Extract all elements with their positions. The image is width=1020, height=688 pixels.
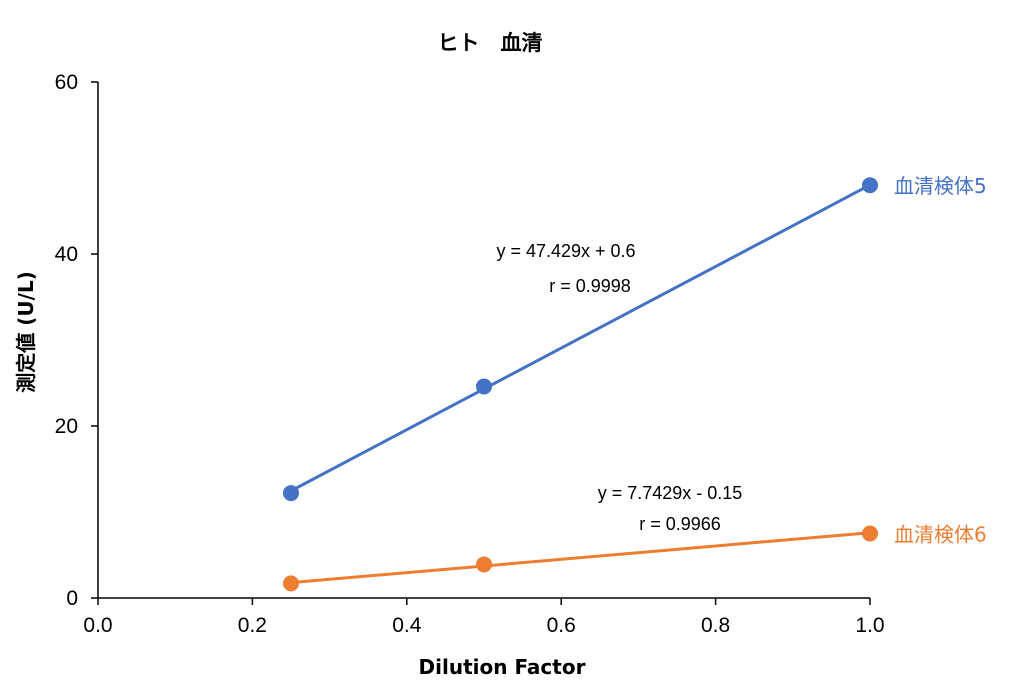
x-ticks: 0.0 0.2 0.4 0.6 0.8 1.0 — [83, 598, 885, 637]
x-tick-label: 1.0 — [855, 614, 884, 637]
series-6-r-value: r = 0.9966 — [639, 514, 721, 534]
y-ticks: 0 20 40 60 — [55, 71, 98, 610]
data-point-series-0 — [283, 485, 299, 502]
x-tick-label: 0.4 — [392, 614, 422, 637]
y-tick-label: 40 — [55, 243, 78, 266]
y-tick-label: 60 — [55, 71, 78, 94]
series-label-0: 血清検体5 — [894, 174, 987, 198]
series-label-1: 血清検体6 — [894, 523, 987, 547]
x-tick-label: 0.6 — [547, 614, 576, 637]
trendline-series-0 — [290, 183, 871, 493]
y-tick-label: 20 — [55, 415, 78, 438]
y-tick-label: 0 — [66, 587, 78, 610]
x-tick-label: 0.2 — [238, 614, 267, 637]
data-point-series-1 — [862, 525, 878, 542]
data-point-series-0 — [862, 177, 878, 194]
series-5-r-value: r = 0.9998 — [549, 276, 631, 296]
series-5-equation: y = 47.429x + 0.6 — [496, 241, 635, 261]
series-6-equation: y = 7.7429x - 0.15 — [598, 483, 743, 503]
x-tick-label: 0.8 — [701, 614, 730, 637]
data-point-series-1 — [283, 575, 299, 592]
axes — [97, 82, 870, 599]
trendline-series-1 — [290, 531, 871, 585]
data-point-series-1 — [476, 556, 492, 573]
chart-title: ヒト 血清 — [438, 31, 543, 55]
x-axis-label: Dilution Factor — [419, 655, 586, 679]
y-axis-label: 測定値 (U/L) — [14, 271, 38, 393]
data-point-series-0 — [476, 378, 492, 395]
x-tick-label: 0.0 — [83, 614, 112, 637]
series-layer: 血清検体5 血清検体6 — [283, 174, 987, 592]
